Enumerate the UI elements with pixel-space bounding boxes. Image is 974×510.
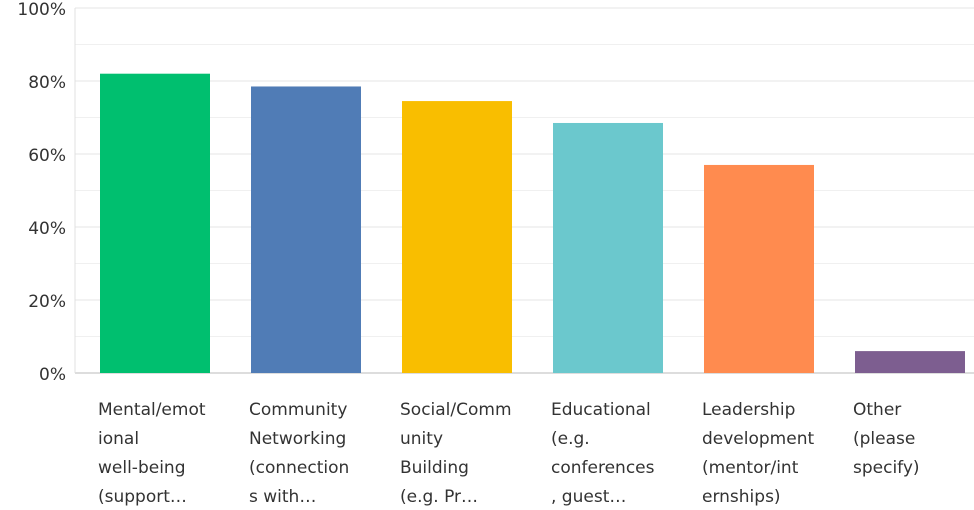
y-tick-label: 60%	[28, 146, 66, 166]
x-tick-label: Building	[400, 458, 469, 478]
x-tick-label: s with…	[249, 487, 316, 507]
x-tick-label: Leadership	[702, 400, 795, 420]
bar	[553, 122, 663, 373]
y-tick-label: 0%	[39, 365, 66, 385]
x-tick-label: (e.g. Pr…	[400, 487, 478, 507]
x-tick-label: Other	[853, 400, 901, 420]
x-tick-label: specify)	[853, 458, 920, 478]
bar	[855, 351, 965, 373]
x-tick-label: ernships)	[702, 487, 781, 507]
x-tick-label: ional	[98, 429, 139, 449]
bar	[251, 86, 361, 373]
x-tick-label: Mental/emot	[98, 400, 206, 420]
y-tick-label: 20%	[28, 292, 66, 312]
x-tick-label: conferences	[551, 458, 655, 478]
y-tick-label: 80%	[28, 73, 66, 93]
x-tick-label: Community	[249, 400, 347, 420]
bar	[402, 101, 512, 373]
bar	[100, 73, 210, 373]
x-tick-label: (e.g.	[551, 429, 590, 449]
x-tick-label: Educational	[551, 400, 651, 420]
x-tick-label: Social/Comm	[400, 400, 512, 420]
x-tick-label: unity	[400, 429, 443, 449]
bar	[704, 164, 814, 373]
x-tick-label: (support…	[98, 487, 187, 507]
x-tick-label: (please	[853, 429, 915, 449]
x-tick-label: development	[702, 429, 814, 449]
y-tick-label: 40%	[28, 219, 66, 239]
x-tick-label: Networking	[249, 429, 346, 449]
x-tick-label: well-being	[98, 458, 185, 478]
x-tick-label: , guest…	[551, 487, 626, 507]
x-tick-label: (connection	[249, 458, 349, 478]
y-tick-label: 100%	[17, 0, 66, 20]
x-tick-label: (mentor/int	[702, 458, 799, 478]
